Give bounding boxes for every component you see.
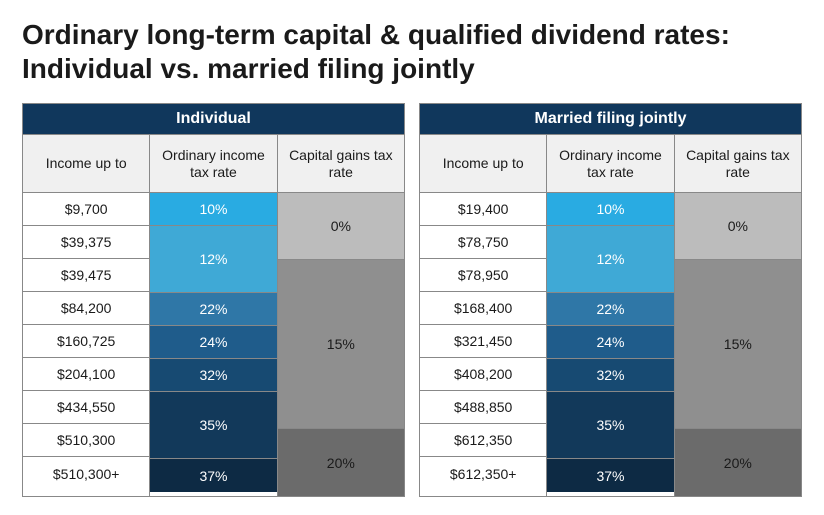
rate-cell: 37% — [547, 459, 673, 492]
income-cell: $39,475 — [23, 259, 149, 292]
income-col: $19,400$78,750$78,950$168,400$321,450$40… — [420, 193, 547, 496]
rate-cell: 32% — [150, 359, 276, 392]
income-col: $9,700$39,375$39,475$84,200$160,725$204,… — [23, 193, 150, 496]
cap-col: 0%15%20% — [278, 193, 404, 496]
rate-cell: 35% — [547, 392, 673, 459]
income-cell: $39,375 — [23, 226, 149, 259]
income-cell: $160,725 — [23, 325, 149, 358]
tables-wrapper: Individual Income up to Ordinary income … — [22, 103, 802, 497]
rate-cell: 22% — [547, 293, 673, 326]
table-title: Married filing jointly — [420, 104, 801, 135]
income-cell: $510,300+ — [23, 457, 149, 490]
capgains-cell: 0% — [278, 193, 404, 260]
rate-cell: 10% — [547, 193, 673, 226]
page-title: Ordinary long-term capital & qualified d… — [22, 18, 802, 85]
rate-cell: 24% — [547, 326, 673, 359]
income-cell: $84,200 — [23, 292, 149, 325]
income-cell: $168,400 — [420, 292, 546, 325]
income-cell: $9,700 — [23, 193, 149, 226]
rate-cell: 32% — [547, 359, 673, 392]
capgains-cell: 15% — [675, 260, 801, 429]
capgains-cell: 20% — [278, 429, 404, 496]
col-header-rate: Ordinary income tax rate — [150, 135, 277, 193]
capgains-cell: 15% — [278, 260, 404, 429]
table-individual: Individual Income up to Ordinary income … — [22, 103, 405, 497]
income-cell: $19,400 — [420, 193, 546, 226]
table-title: Individual — [23, 104, 404, 135]
col-header-income: Income up to — [420, 135, 547, 193]
income-cell: $488,850 — [420, 391, 546, 424]
income-cell: $78,950 — [420, 259, 546, 292]
capgains-cell: 0% — [675, 193, 801, 260]
col-header-cap: Capital gains tax rate — [675, 135, 801, 193]
col-header-rate: Ordinary income tax rate — [547, 135, 674, 193]
rate-cell: 10% — [150, 193, 276, 226]
cap-col: 0%15%20% — [675, 193, 801, 496]
capgains-cell: 20% — [675, 429, 801, 496]
table-married: Married filing jointly Income up to Ordi… — [419, 103, 802, 497]
income-cell: $510,300 — [23, 424, 149, 457]
rate-col: 10%12%22%24%32%35%37% — [547, 193, 674, 496]
rate-cell: 22% — [150, 293, 276, 326]
rate-cell: 24% — [150, 326, 276, 359]
col-header-income: Income up to — [23, 135, 150, 193]
rate-cell: 35% — [150, 392, 276, 459]
income-cell: $204,100 — [23, 358, 149, 391]
income-cell: $321,450 — [420, 325, 546, 358]
income-cell: $612,350+ — [420, 457, 546, 490]
rate-cell: 12% — [150, 226, 276, 293]
header-row: Income up to Ordinary income tax rate Ca… — [420, 135, 801, 193]
rate-col: 10%12%22%24%32%35%37% — [150, 193, 277, 496]
rate-cell: 12% — [547, 226, 673, 293]
col-header-cap: Capital gains tax rate — [278, 135, 404, 193]
rate-cell: 37% — [150, 459, 276, 492]
income-cell: $408,200 — [420, 358, 546, 391]
income-cell: $612,350 — [420, 424, 546, 457]
header-row: Income up to Ordinary income tax rate Ca… — [23, 135, 404, 193]
income-cell: $78,750 — [420, 226, 546, 259]
income-cell: $434,550 — [23, 391, 149, 424]
